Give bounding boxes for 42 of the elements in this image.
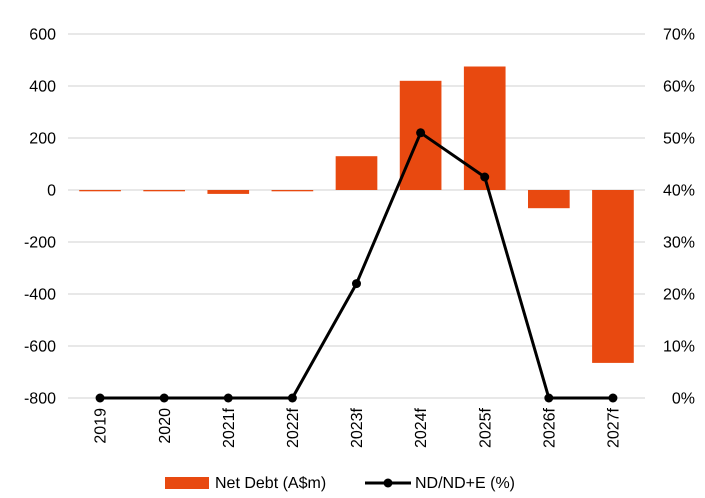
- y-tick-label: 600: [29, 26, 56, 44]
- y-tick-label: 200: [29, 130, 56, 148]
- y2-tick-label: 10%: [662, 338, 695, 356]
- x-tick-label: 2026f: [541, 407, 558, 448]
- y2-tick-label: 0%: [672, 390, 695, 408]
- y-tick-label: -400: [24, 286, 56, 304]
- bar: [592, 190, 634, 363]
- point: [224, 394, 233, 402]
- y2-tick-label: 70%: [662, 26, 695, 44]
- y2-tick-label: 20%: [662, 286, 695, 304]
- y2-tick-label: 60%: [662, 78, 695, 96]
- bar: [207, 190, 250, 194]
- point: [352, 279, 361, 288]
- y-tick-label: 400: [29, 78, 56, 96]
- point: [480, 172, 490, 182]
- y-tick-label: -200: [24, 234, 56, 252]
- y2-tick-label: 50%: [662, 130, 695, 148]
- x-tick-label: 2019: [92, 408, 110, 444]
- bar: [464, 66, 506, 190]
- bar: [528, 190, 570, 208]
- y-tick-label: -600: [24, 338, 56, 356]
- bar: [336, 156, 378, 190]
- point: [416, 128, 426, 138]
- x-tick-label: 2023f: [349, 407, 366, 448]
- y-tick-label: -800: [24, 390, 56, 408]
- point: [608, 394, 618, 402]
- y-tick-label: 0: [47, 182, 56, 200]
- x-tick-label: 2020: [156, 408, 174, 444]
- x-tick-label: 2022f: [284, 407, 302, 448]
- x-tick-label: 2025f: [477, 407, 494, 448]
- point: [544, 394, 554, 402]
- point: [160, 394, 169, 402]
- x-tick-label: 2027f: [606, 407, 623, 448]
- bar: [400, 80, 442, 190]
- point: [96, 394, 105, 402]
- point: [288, 394, 297, 402]
- y2-tick-label: 40%: [662, 182, 695, 200]
- x-tick-label: 2021f: [220, 407, 238, 448]
- legend-label: Net Debt (A$m): [215, 475, 326, 492]
- y2-tick-label: 30%: [662, 234, 695, 252]
- x-tick-label: 2024f: [413, 407, 430, 448]
- legend-label: ND/ND+E (%): [415, 475, 516, 492]
